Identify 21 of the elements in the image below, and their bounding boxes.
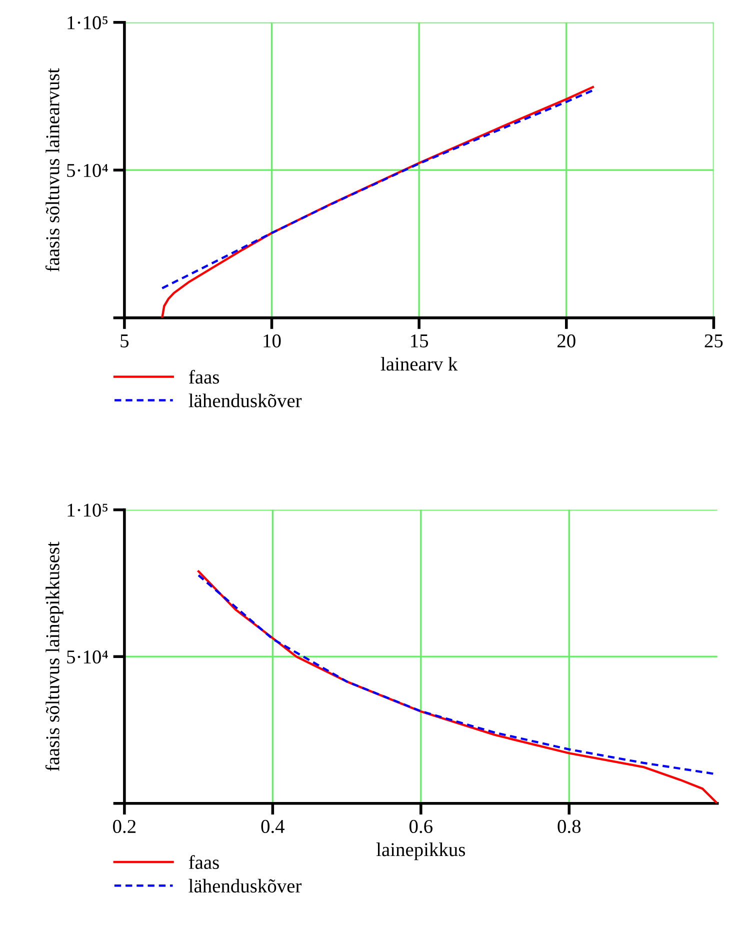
legend-label: faas <box>189 370 220 384</box>
y-axis-title: faasis sõltuvus lainearvust <box>45 68 60 272</box>
legend-label: faas <box>188 855 219 869</box>
x-tick-label: 25 <box>704 334 723 348</box>
x-tick-label: 0.6 <box>409 820 432 834</box>
x-tick-label: 0.8 <box>558 820 581 834</box>
y-tick-label: 1·10⁵ <box>68 504 108 517</box>
x-axis-title: lainearv k <box>380 356 458 371</box>
x-tick-label: 15 <box>411 334 428 348</box>
legend-label: lähenduskõver <box>188 878 302 893</box>
x-tick-label: 0.4 <box>261 820 285 834</box>
x-axis-title: lainepikkus <box>376 842 466 860</box>
legend-label: lähenduskõver <box>188 394 302 408</box>
y-tick-label: 5·10⁴ <box>67 164 108 178</box>
y-axis-title: faasis sõltuvus lainepikkusest <box>45 542 64 772</box>
y-tick-label: 1·10⁵ <box>68 16 108 30</box>
x-tick-label: 10 <box>264 334 281 348</box>
x-tick-label: 0.2 <box>113 820 136 834</box>
x-tick-label: 5 <box>120 334 129 348</box>
y-tick-label: 5·10⁴ <box>67 650 108 664</box>
x-tick-label: 20 <box>558 334 576 348</box>
